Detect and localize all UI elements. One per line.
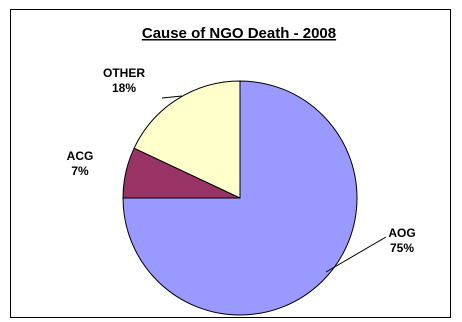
pie-slices	[122, 80, 358, 316]
slice-label-other: OTHER	[103, 66, 145, 80]
pie-slice-aog	[122, 80, 358, 316]
chart-title: Cause of NGO Death - 2008	[142, 25, 336, 42]
leader-line-aog	[325, 236, 387, 273]
slice-value-aog: 75%	[390, 241, 414, 255]
slice-value-other: 18%	[112, 81, 136, 95]
leader-line-other	[161, 95, 183, 99]
slice-value-acg: 7%	[71, 164, 89, 178]
leader-lines	[161, 95, 387, 273]
slice-label-acg: ACG	[67, 149, 94, 163]
pie-slice-other	[133, 80, 241, 199]
slice-label-aog: AOG	[388, 226, 415, 240]
